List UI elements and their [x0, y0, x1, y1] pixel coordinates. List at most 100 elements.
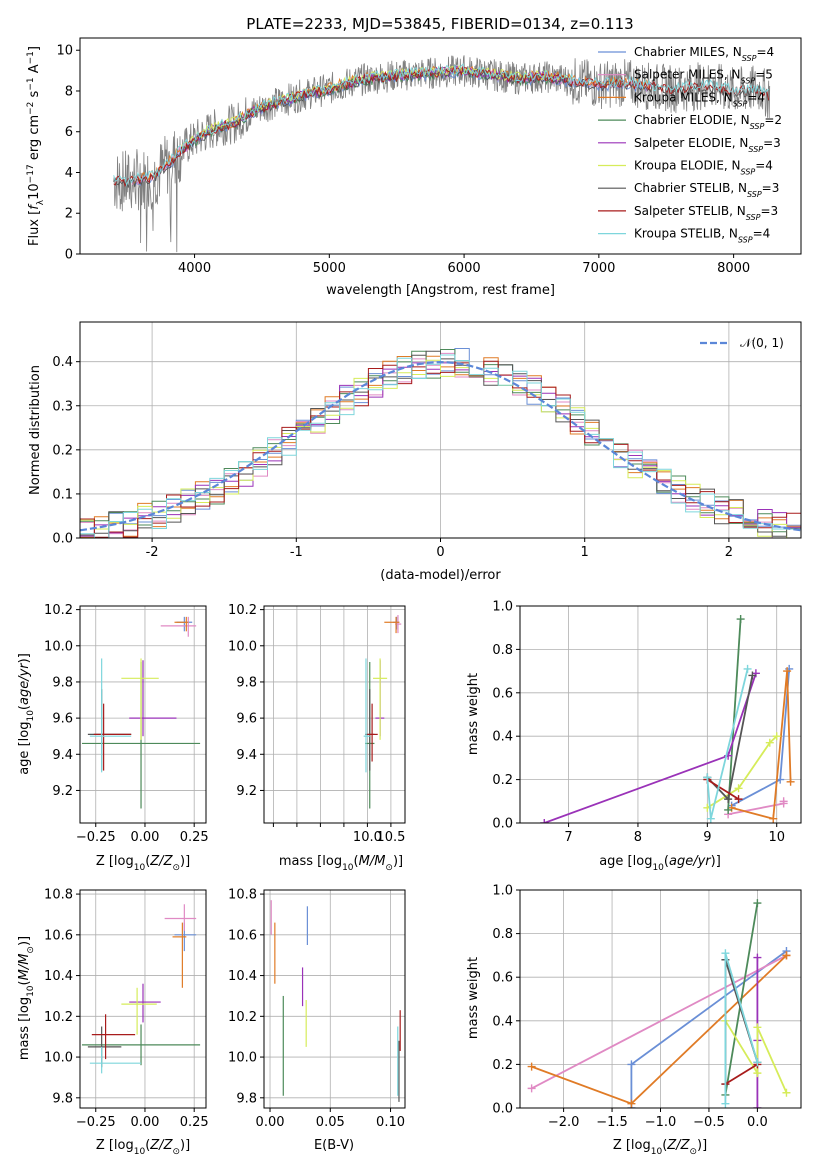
weight-point	[753, 1023, 762, 1032]
weight-point	[779, 797, 788, 806]
y-tick-label: 0.3	[52, 399, 73, 414]
ebv-mass-axes: 0.00 0.05 0.10 9.8 10.0 10.2 10.4 10.6 10.8	[228, 888, 406, 1130]
spectrum-axes: 4000 5000 6000 7000 8000 0 2 4 6 8 10	[56, 37, 802, 276]
spectrum-xlabel: wavelength [Angstrom, rest frame]	[326, 283, 555, 298]
histogram-ylabel: Normed distribution	[28, 365, 43, 495]
errorbar-kroupa-miles	[172, 922, 187, 988]
z-weight-axes-frame	[519, 889, 802, 1109]
y-tick-label: 8	[65, 84, 73, 99]
x-tick-label: 0.10	[376, 1115, 405, 1130]
x-tick-label: 1	[581, 545, 589, 560]
y-tick-label: 10.2	[44, 1010, 73, 1025]
y-tick-label: 9.8	[52, 1091, 73, 1106]
y-tick-label: 6	[65, 125, 73, 140]
y-tick-label: 0.0	[52, 532, 73, 547]
weight-point	[753, 1058, 762, 1067]
model-spectrum-chabrier-stelib	[113, 67, 770, 188]
x-tick-label: −2.0	[548, 1115, 580, 1130]
errorbar-salpeter-elodie	[129, 660, 177, 737]
legend-label-chabrier-stelib: Chabrier STELIB, NSSP=3	[634, 181, 779, 199]
x-tick-label: -2	[146, 545, 159, 560]
mass-age-axes: 10.010.59.29.49.69.810.010.2	[228, 603, 406, 845]
x-tick-label: −0.25	[76, 1115, 116, 1130]
y-tick-label: 9.6	[52, 712, 73, 727]
y-tick-label: 10.0	[44, 1051, 73, 1066]
y-tick-label: 0.4	[52, 355, 73, 370]
x-tick-label: 10	[768, 830, 785, 845]
legend-label-normal: 𝒩(0, 1)	[740, 336, 784, 350]
weight-point	[736, 615, 745, 624]
y-tick-label: 10.6	[44, 928, 73, 943]
weight-point	[527, 1062, 536, 1071]
x-tick-label: 0	[436, 545, 444, 560]
weight-point	[743, 664, 752, 673]
histogram-legend: 𝒩(0, 1)	[700, 336, 784, 350]
weight-point	[734, 795, 743, 804]
legend-label-salpeter-elodie: Salpeter ELODIE, NSSP=3	[634, 136, 781, 154]
x-tick-label: -1	[290, 545, 303, 560]
y-tick-label: 0.6	[492, 971, 513, 986]
y-tick-label: 10.4	[228, 969, 257, 984]
y-tick-label: 10.0	[44, 639, 73, 654]
weight-point	[769, 814, 778, 823]
x-tick-label: 10.5	[376, 830, 405, 845]
z-age-axes-marks	[81, 616, 201, 809]
y-tick-label: 10.2	[228, 603, 257, 618]
histogram-kroupa-stelib	[80, 354, 801, 538]
y-tick-label: 1.0	[492, 600, 513, 615]
ebv-mass-axes-grid	[264, 890, 405, 1108]
weight-point	[783, 667, 792, 676]
y-tick-label: 10.2	[228, 1010, 257, 1025]
x-tick-label: 8	[634, 830, 642, 845]
weights-kroupa-stelib	[721, 949, 762, 1108]
x-tick-label: 2	[725, 545, 733, 560]
errorbar-salpeter-miles	[164, 904, 197, 931]
model-spectrum-salpeter-stelib	[113, 65, 770, 187]
legend-label-chabrier-elodie: Chabrier ELODIE, NSSP=2	[634, 113, 782, 131]
x-tick-label: 6000	[448, 261, 481, 276]
y-tick-label: 9.8	[236, 675, 257, 690]
weights-kroupa-miles	[527, 951, 791, 1108]
y-tick-label: 10.6	[228, 928, 257, 943]
y-tick-label: 0.4	[492, 1014, 513, 1029]
weight-point	[772, 732, 781, 741]
x-tick-label: 0.0	[747, 1115, 768, 1130]
z-mass-axes: −0.25 0.00 0.25 9.8 10.0 10.2 10.4 10.6 10.8	[44, 888, 209, 1130]
y-tick-label: 0.2	[492, 773, 513, 788]
y-tick-label: 10.0	[228, 639, 257, 654]
weight-point	[627, 1099, 636, 1108]
y-tick-label: 9.4	[52, 748, 73, 763]
legend-label-kroupa-stelib: Kroupa STELIB, NSSP=4	[634, 227, 770, 245]
y-tick-label: 0.4	[492, 730, 513, 745]
errorbar-salpeter-stelib	[91, 1014, 136, 1060]
spectrum-axes-frame	[79, 37, 802, 255]
z-age-axes: −0.25 0.00 0.25 9.2 9.4 9.6 9.8 10.0 10.2	[44, 603, 209, 845]
histogram-axes-frame	[79, 321, 802, 539]
y-tick-label: 0.1	[52, 487, 73, 502]
weight-point	[540, 819, 549, 823]
age-weight-ylabel: mass weight	[466, 673, 481, 755]
age-weight-xlabel: age [log10(age/yr)]	[599, 854, 721, 873]
z-mass-axes-marks	[81, 904, 201, 1074]
x-tick-label: −0.25	[76, 830, 116, 845]
y-tick-label: 0.8	[492, 643, 513, 658]
errorbar-kroupa-miles	[384, 616, 400, 634]
errorbar-kroupa-stelib	[89, 658, 132, 773]
weights-kroupa-elodie	[703, 732, 781, 812]
errorbar-kroupa-elodie	[121, 987, 157, 1035]
y-tick-label: 1.0	[492, 884, 513, 899]
spectrum-axes-marks	[113, 55, 771, 253]
weight-point	[703, 773, 712, 782]
errorbar-kroupa-stelib	[363, 658, 370, 773]
y-tick-label: 0.8	[492, 927, 513, 942]
y-tick-label: 0.0	[492, 817, 513, 832]
x-tick-label: 5000	[313, 261, 346, 276]
figure-title: PLATE=2233, MJD=53845, FIBERID=0134, z=0…	[246, 15, 633, 33]
z-age-axes-frame	[79, 605, 207, 824]
x-tick-label: 0.05	[316, 1115, 345, 1130]
x-tick-label: 7	[564, 830, 572, 845]
y-tick-label: 10.4	[44, 969, 73, 984]
y-tick-label: 4	[65, 166, 73, 181]
x-tick-label: 8000	[717, 261, 750, 276]
